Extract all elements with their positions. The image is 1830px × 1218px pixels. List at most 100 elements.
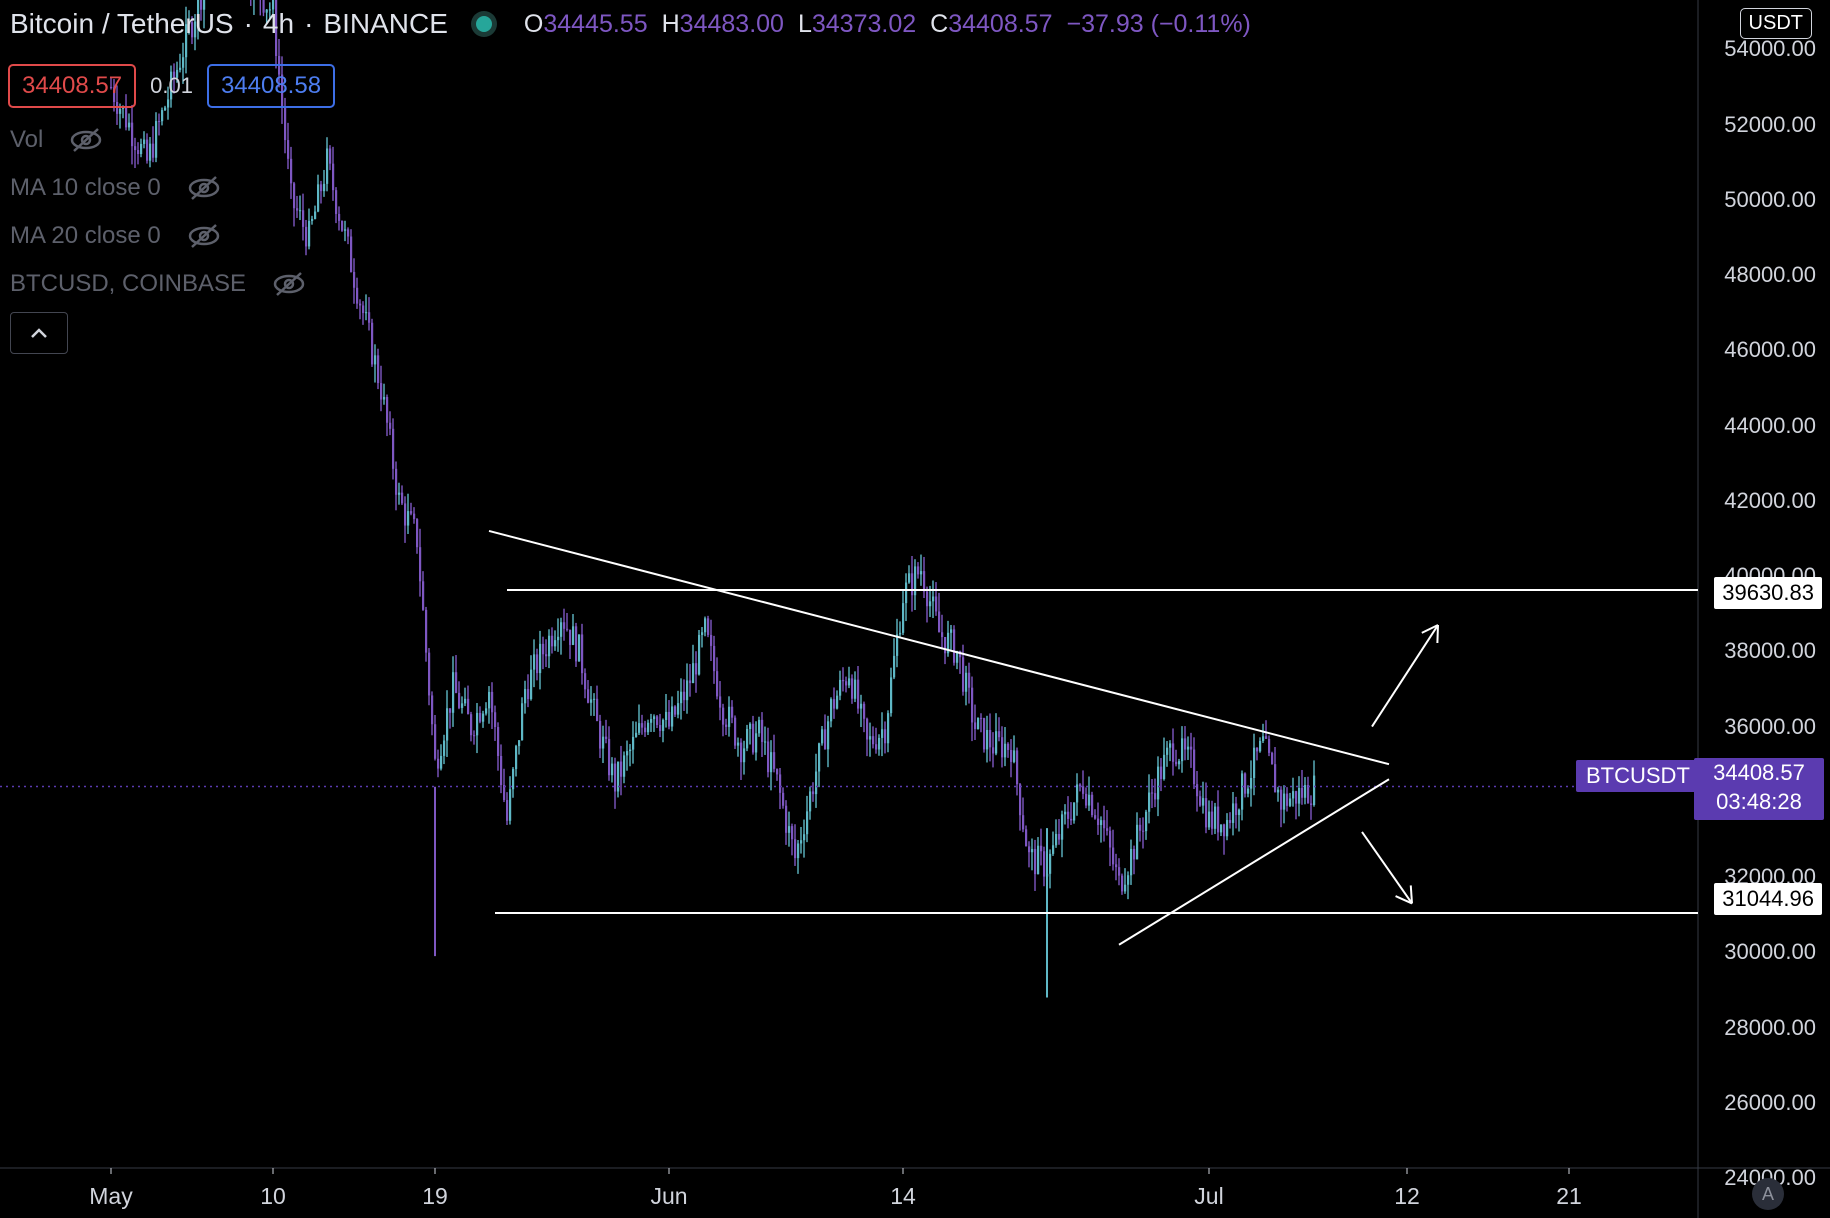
ascending-trendline <box>1118 778 1390 946</box>
candle-body <box>185 24 188 58</box>
candle-body <box>746 728 749 749</box>
resistance-level-label: 39630.83 <box>1714 577 1822 609</box>
candle-body <box>830 699 833 722</box>
candle-body <box>593 698 596 700</box>
candle-body <box>182 57 185 68</box>
candle-body <box>284 107 287 141</box>
open-value: 34445.55 <box>543 9 648 38</box>
candle-body <box>317 184 320 212</box>
candle-body <box>1238 809 1241 815</box>
candle-body <box>1295 791 1298 804</box>
breakout-up-arrow <box>1371 624 1439 728</box>
candle-body <box>842 679 845 682</box>
candle-body <box>806 811 809 835</box>
candle-body <box>1124 884 1127 892</box>
candle-body <box>137 150 140 155</box>
candle-body <box>560 622 563 637</box>
candle-body <box>1064 811 1067 815</box>
currency-button[interactable]: USDT <box>1739 8 1812 39</box>
price-tick-label: 44000.00 <box>1724 412 1816 438</box>
candle-body <box>539 643 542 674</box>
drawings <box>488 529 1698 946</box>
indicator-vol[interactable]: Vol <box>10 126 103 154</box>
candle-body <box>644 727 647 733</box>
candle-body <box>416 519 419 548</box>
candle-body <box>722 707 725 725</box>
time-tick-label: Jun <box>650 1183 688 1209</box>
candle-body <box>173 71 176 78</box>
hidden-eye-icon[interactable] <box>69 127 103 153</box>
candle-body <box>170 71 173 100</box>
collapse-legend-button[interactable] <box>10 312 68 354</box>
auto-scale-button[interactable]: A <box>1752 1178 1784 1210</box>
candle-body <box>977 717 980 730</box>
candle-body <box>1256 747 1259 752</box>
candle-body <box>797 843 800 859</box>
candle-body <box>1169 743 1172 748</box>
candle-body <box>698 634 701 675</box>
hidden-eye-icon[interactable] <box>187 223 221 249</box>
candle-body <box>650 719 653 723</box>
candle-body <box>725 724 728 727</box>
candle-body <box>320 184 323 192</box>
candle-body <box>1016 750 1019 785</box>
indicator-ma10[interactable]: MA 10 close 0 <box>10 174 221 202</box>
candle-body <box>323 183 326 192</box>
candle-body <box>506 800 509 821</box>
candle-body <box>458 692 461 708</box>
candle-body <box>296 208 299 211</box>
candle-body <box>974 722 977 730</box>
price-tick-label: 30000.00 <box>1724 939 1816 965</box>
candle-body <box>437 758 440 769</box>
candle-body <box>509 789 512 821</box>
descending-trendline <box>488 529 1390 766</box>
candle-body <box>935 596 938 612</box>
price-tick-label: 52000.00 <box>1724 111 1816 137</box>
candle-body <box>680 691 683 704</box>
candle-body <box>563 622 566 629</box>
candle-body <box>158 121 161 123</box>
candle-body <box>1175 761 1178 765</box>
candle-body <box>920 571 923 575</box>
hidden-eye-icon[interactable] <box>187 175 221 201</box>
high-value: 34483.00 <box>679 9 784 38</box>
trade-row: 34408.57 0.01 34408.58 <box>8 64 336 108</box>
candle-body <box>305 226 308 247</box>
candle-body <box>536 654 539 674</box>
candle-body <box>203 0 206 10</box>
candle-body <box>578 634 581 662</box>
candle-body <box>803 834 806 841</box>
market-status-icon <box>475 16 492 32</box>
candle-body <box>617 761 620 792</box>
candle-body <box>728 706 731 727</box>
candle-body <box>905 582 908 604</box>
candle-body <box>164 107 167 111</box>
price-tick-label: 36000.00 <box>1724 713 1816 739</box>
candle-body <box>1028 846 1031 853</box>
candle-body <box>413 513 416 520</box>
buy-button[interactable]: 34408.58 <box>206 64 336 108</box>
price-tick-label: 26000.00 <box>1724 1089 1816 1115</box>
indicator-ma20[interactable]: MA 20 close 0 <box>10 222 221 250</box>
sell-button[interactable]: 34408.57 <box>8 64 137 108</box>
candle-body <box>329 148 332 164</box>
candle-body <box>1106 828 1109 831</box>
candle-body <box>368 312 371 323</box>
candle-body <box>896 634 899 656</box>
candle-body <box>845 681 848 686</box>
hidden-eye-icon[interactable] <box>272 271 306 297</box>
candle-body <box>482 713 485 722</box>
price-tick-label: 28000.00 <box>1724 1014 1816 1040</box>
candle-body <box>860 703 863 709</box>
symbol-price-label: BTCUSDT <box>1576 760 1700 792</box>
candle-body <box>1253 747 1256 778</box>
candle-body <box>689 680 692 684</box>
candle-body <box>179 67 182 70</box>
interval-label[interactable]: 4h <box>262 8 295 39</box>
candle-body <box>479 712 482 722</box>
candle-body <box>494 712 497 728</box>
symbol-title[interactable]: Bitcoin / TetherUS <box>10 8 234 39</box>
candle-body <box>356 287 359 304</box>
indicator-btcusd-coinbase[interactable]: BTCUSD, COINBASE <box>10 270 306 298</box>
